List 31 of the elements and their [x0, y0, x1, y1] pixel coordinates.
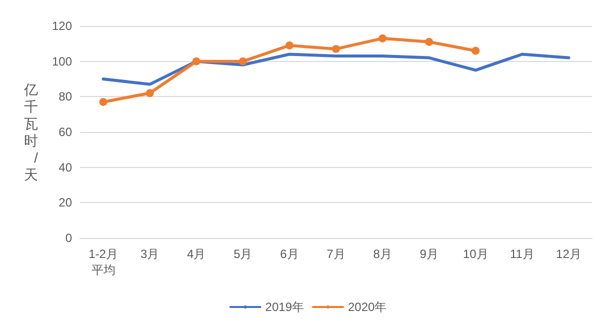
- x-tick-label: 7月: [326, 247, 346, 261]
- x-tick-label: 12月: [556, 247, 582, 261]
- point: [146, 89, 154, 98]
- y-tick-label: 40: [58, 160, 72, 174]
- y-tick-label: 20: [58, 196, 72, 210]
- point: [238, 57, 247, 66]
- y-axis-title: 亿千瓦时/天: [23, 82, 38, 182]
- x-tick-label: 4月: [187, 247, 206, 261]
- legend-label: 2020年: [348, 300, 387, 314]
- y-tick-label: 60: [58, 125, 72, 139]
- x-tick-label: 8月: [373, 247, 392, 261]
- point: [192, 57, 200, 66]
- line-series: [102, 52, 570, 86]
- x-tick-label: 3月: [140, 247, 160, 261]
- y-tick-label: 0: [65, 231, 72, 245]
- x-tick-label: 5月: [234, 247, 252, 261]
- x-tick-label: 9月: [420, 247, 438, 261]
- point: [378, 34, 387, 42]
- point: [285, 41, 294, 50]
- x-tick-label: 11月: [510, 247, 534, 261]
- y-tick-label: 100: [52, 54, 72, 68]
- legend-label: 2019年: [265, 300, 304, 314]
- point: [332, 44, 340, 53]
- point: [99, 98, 108, 106]
- y-tick-label: 120: [52, 19, 72, 33]
- point: [425, 38, 434, 46]
- x-tick-label: 6月: [280, 247, 299, 261]
- point: [472, 46, 480, 55]
- x-tick-label: 10月: [462, 247, 488, 261]
- y-tick-label: 80: [58, 90, 72, 104]
- x-tick-label: 1-2月平均: [88, 247, 118, 277]
